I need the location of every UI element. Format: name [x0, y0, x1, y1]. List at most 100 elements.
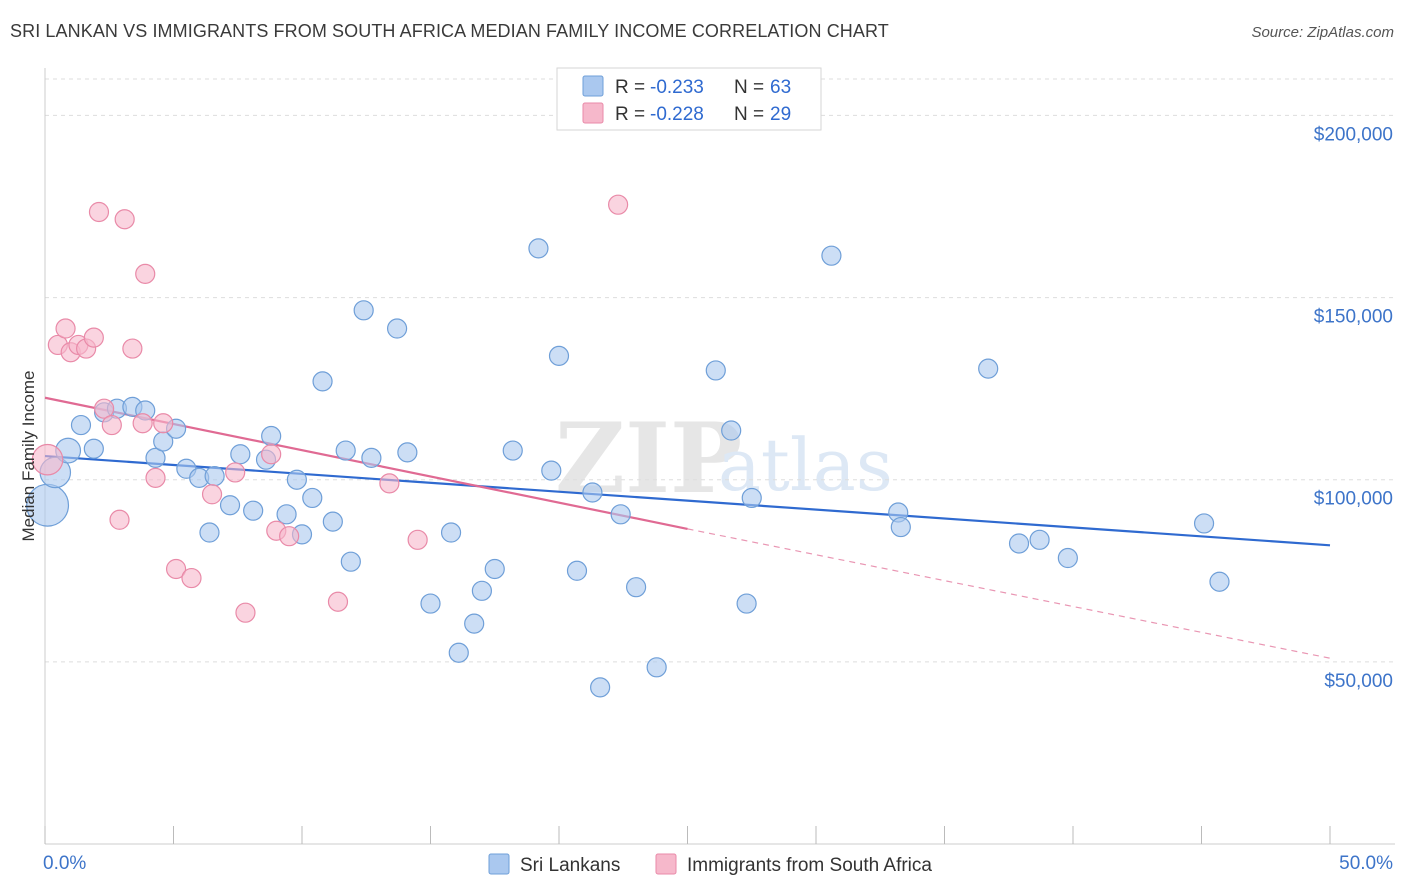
legend-r-label: R =	[615, 77, 645, 98]
x-tick-label: 0.0%	[43, 853, 86, 874]
data-point-blue	[1008, 533, 1030, 554]
x-tick-label: 50.0%	[1339, 853, 1393, 874]
series-legend: Sri Lankans Immigrants from South Africa	[488, 853, 932, 876]
data-point-blue	[286, 469, 307, 490]
data-point-pink	[225, 462, 246, 483]
data-point-blue	[440, 522, 462, 543]
data-point-blue	[484, 558, 505, 580]
data-point-blue	[70, 414, 92, 436]
data-point-pink	[132, 413, 153, 434]
data-point-pink	[135, 263, 156, 284]
legend-n-label: N =	[734, 104, 764, 125]
data-point-blue	[736, 593, 757, 614]
y-tick-label: $150,000	[1314, 307, 1393, 328]
data-point-blue	[335, 440, 356, 461]
data-point-pink	[31, 443, 64, 476]
data-point-blue	[528, 238, 549, 259]
data-point-blue	[1193, 513, 1215, 534]
data-point-pink	[114, 209, 135, 230]
data-point-blue	[610, 504, 631, 525]
legend-r-value: -0.228	[650, 104, 704, 125]
data-point-blue	[204, 465, 225, 487]
data-point-blue	[361, 447, 382, 468]
data-point-pink	[235, 602, 256, 623]
data-point-blue	[541, 460, 562, 481]
data-point-blue	[471, 580, 492, 601]
data-point-pink	[101, 414, 122, 436]
data-point-blue	[243, 500, 264, 521]
data-point-pink	[122, 338, 143, 359]
legend-n-value: 63	[770, 77, 791, 98]
data-point-blue	[302, 487, 323, 509]
data-point-blue	[1029, 529, 1050, 550]
data-point-blue	[566, 560, 588, 581]
y-tick-label: $50,000	[1324, 671, 1393, 692]
data-point-blue	[590, 677, 611, 698]
data-point-pink	[608, 194, 629, 215]
data-point-pink	[379, 473, 400, 494]
data-point-blue	[420, 593, 441, 614]
legend-row-south-africa: R = -0.228 N = 29	[582, 102, 791, 125]
trend-line-extension-pink	[687, 528, 1331, 659]
data-point-blue	[448, 642, 469, 663]
data-point-pink	[181, 567, 202, 589]
y-axis-label: Median Family Income	[19, 370, 38, 541]
legend-r-label: R =	[615, 104, 645, 125]
data-point-pink	[153, 413, 174, 434]
data-point-blue	[1057, 547, 1078, 569]
chart-source: Source: ZipAtlas.com	[1251, 24, 1394, 41]
chart-title: SRI LANKAN VS IMMIGRANTS FROM SOUTH AFRI…	[10, 21, 889, 41]
correlation-legend: R = -0.233 N = 63 R = -0.228 N = 29	[556, 67, 822, 131]
data-point-blue	[705, 360, 726, 381]
legend-n-value: 29	[770, 104, 791, 125]
data-point-blue	[386, 318, 408, 339]
legend-r-value: -0.233	[650, 77, 704, 98]
legend-row-sri-lankans: R = -0.233 N = 63	[582, 75, 791, 98]
watermark: ZIP atlas	[555, 402, 893, 515]
data-point-blue	[1209, 571, 1230, 592]
data-point-blue	[890, 516, 911, 538]
data-point-blue	[353, 300, 374, 321]
data-point-blue	[340, 551, 361, 572]
data-point-blue	[646, 657, 667, 678]
data-point-blue	[821, 245, 842, 266]
data-point-blue	[548, 345, 570, 366]
data-point-blue	[312, 371, 333, 392]
y-tick-label: $100,000	[1314, 489, 1393, 510]
series-legend-swatch-sri-lankans	[488, 853, 510, 875]
legend-swatch-blue	[582, 75, 604, 97]
data-point-pink	[407, 529, 428, 550]
data-point-pink	[88, 201, 110, 223]
data-point-blue	[741, 487, 762, 509]
data-point-blue	[276, 504, 297, 525]
data-point-pink	[261, 444, 282, 465]
data-point-pink	[94, 398, 115, 419]
data-point-blue	[230, 444, 251, 465]
data-point-blue	[978, 358, 999, 379]
data-point-pink	[83, 327, 104, 348]
data-point-blue	[261, 425, 282, 447]
trend-line-blue	[44, 454, 1331, 547]
data-point-blue	[219, 495, 241, 516]
data-point-blue	[721, 420, 742, 441]
data-point-blue	[625, 577, 647, 598]
data-point-blue	[502, 440, 523, 461]
legend-n-label: N =	[734, 77, 764, 98]
legend-swatch-pink	[582, 102, 604, 124]
data-point-blue	[464, 613, 485, 634]
data-point-blue	[582, 482, 603, 503]
data-point-blue	[83, 438, 104, 459]
data-point-blue	[322, 511, 343, 532]
data-point-pink	[279, 526, 300, 547]
series-legend-swatch-south-africa	[655, 853, 677, 875]
data-point-blue	[145, 447, 166, 468]
data-point-pink	[145, 467, 166, 488]
series-legend-label-sri-lankans: Sri Lankans	[520, 855, 620, 876]
y-tick-label: $200,000	[1314, 124, 1393, 145]
data-point-pink	[109, 509, 130, 530]
data-point-pink	[201, 484, 223, 505]
data-point-pink	[55, 318, 76, 339]
data-point-pink	[327, 591, 349, 612]
data-point-pink	[165, 558, 187, 580]
